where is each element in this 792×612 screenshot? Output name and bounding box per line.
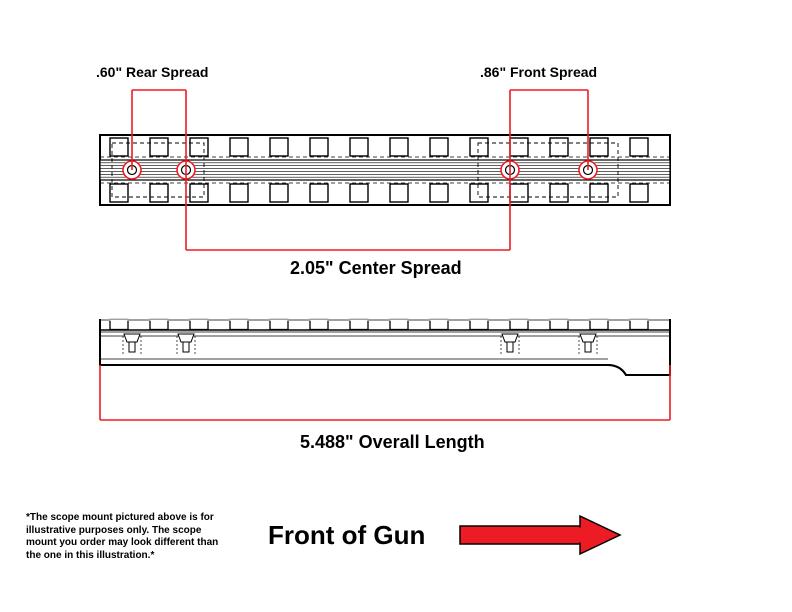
rear-spread-label: .60" Rear Spread [96, 64, 208, 80]
center-spread-label: 2.05" Center Spread [290, 258, 462, 279]
disclaimer-text: *The scope mount pictured above is for i… [26, 512, 226, 562]
front-spread-label: .86" Front Spread [480, 64, 597, 80]
front-of-gun-label: Front of Gun [268, 520, 425, 551]
overall-length-label: 5.488" Overall Length [300, 432, 485, 453]
